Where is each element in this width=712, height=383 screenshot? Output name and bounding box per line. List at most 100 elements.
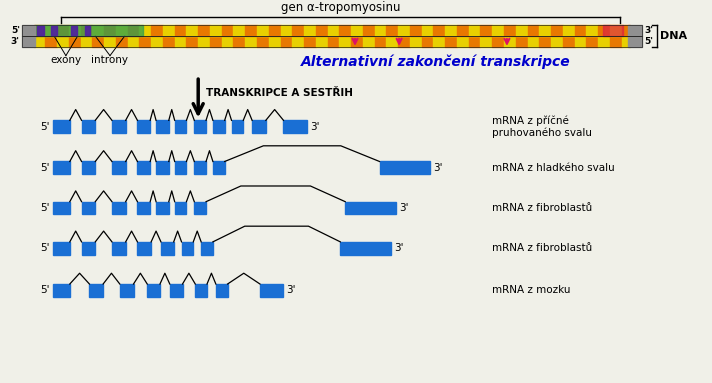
Bar: [345, 202, 396, 214]
Bar: [82, 162, 95, 174]
Bar: [539, 25, 551, 36]
Bar: [252, 120, 266, 133]
Bar: [112, 162, 126, 174]
Bar: [104, 25, 116, 36]
Text: 3': 3': [310, 122, 320, 132]
Bar: [598, 36, 610, 47]
Bar: [283, 120, 307, 133]
Bar: [38, 26, 44, 35]
Bar: [257, 25, 268, 36]
Bar: [610, 25, 622, 36]
Bar: [575, 25, 586, 36]
Text: 5': 5': [40, 285, 49, 295]
Bar: [504, 36, 515, 47]
Bar: [53, 202, 70, 214]
Bar: [156, 162, 169, 174]
Text: mRNA z příčné
pruhovaného svalu: mRNA z příčné pruhovaného svalu: [492, 115, 592, 138]
Bar: [528, 36, 539, 47]
Bar: [198, 25, 210, 36]
Bar: [137, 242, 151, 255]
Bar: [194, 162, 206, 174]
Bar: [174, 162, 187, 174]
Bar: [398, 25, 410, 36]
Bar: [22, 36, 642, 47]
Bar: [304, 36, 316, 47]
Bar: [468, 36, 481, 47]
Bar: [515, 25, 528, 36]
Bar: [140, 25, 151, 36]
Bar: [210, 36, 221, 47]
Bar: [120, 284, 134, 297]
Bar: [22, 25, 36, 36]
Text: gen α-tropomyosinu: gen α-tropomyosinu: [281, 2, 400, 15]
Bar: [375, 36, 387, 47]
Text: DNA: DNA: [660, 31, 687, 41]
Bar: [481, 36, 492, 47]
Bar: [93, 36, 104, 47]
Bar: [213, 162, 225, 174]
Bar: [492, 25, 504, 36]
Bar: [457, 25, 468, 36]
Bar: [53, 120, 70, 133]
Bar: [410, 25, 422, 36]
Bar: [363, 36, 375, 47]
Bar: [216, 284, 228, 297]
Bar: [93, 25, 104, 36]
Bar: [69, 25, 80, 36]
Bar: [22, 36, 36, 47]
Bar: [231, 120, 244, 133]
Bar: [586, 25, 598, 36]
Bar: [140, 36, 151, 47]
Bar: [398, 36, 410, 47]
Text: 3': 3': [394, 243, 404, 253]
Bar: [195, 284, 207, 297]
Bar: [80, 25, 93, 36]
Bar: [481, 25, 492, 36]
Bar: [163, 36, 174, 47]
Bar: [603, 25, 622, 36]
Text: 3': 3': [286, 285, 296, 295]
Bar: [116, 36, 127, 47]
Bar: [375, 25, 387, 36]
Bar: [187, 25, 198, 36]
Bar: [127, 36, 140, 47]
Bar: [281, 36, 293, 47]
Bar: [551, 36, 562, 47]
Bar: [210, 25, 221, 36]
Bar: [340, 25, 351, 36]
Bar: [434, 25, 445, 36]
Bar: [51, 26, 57, 35]
Text: 5': 5': [40, 122, 49, 132]
Bar: [328, 25, 340, 36]
Bar: [379, 162, 431, 174]
Bar: [112, 120, 126, 133]
Bar: [562, 36, 575, 47]
Bar: [57, 36, 69, 47]
Bar: [245, 36, 257, 47]
Text: exony: exony: [51, 55, 81, 65]
Bar: [586, 36, 598, 47]
Bar: [33, 25, 46, 36]
Bar: [33, 36, 46, 47]
Bar: [629, 36, 642, 47]
Bar: [304, 25, 316, 36]
Bar: [137, 120, 150, 133]
Bar: [221, 25, 234, 36]
Bar: [528, 25, 539, 36]
Text: TRANSKRIPCE A SESTŘIH: TRANSKRIPCE A SESTŘIH: [206, 88, 353, 98]
Bar: [174, 36, 187, 47]
Bar: [156, 202, 169, 214]
Bar: [434, 36, 445, 47]
Bar: [492, 36, 504, 47]
Bar: [245, 25, 257, 36]
Bar: [174, 202, 187, 214]
Bar: [116, 25, 127, 36]
Bar: [137, 162, 150, 174]
Text: 3': 3': [644, 26, 653, 35]
Bar: [363, 25, 375, 36]
Bar: [234, 36, 245, 47]
Bar: [293, 36, 304, 47]
Bar: [316, 25, 328, 36]
Bar: [328, 36, 340, 47]
Bar: [445, 36, 457, 47]
